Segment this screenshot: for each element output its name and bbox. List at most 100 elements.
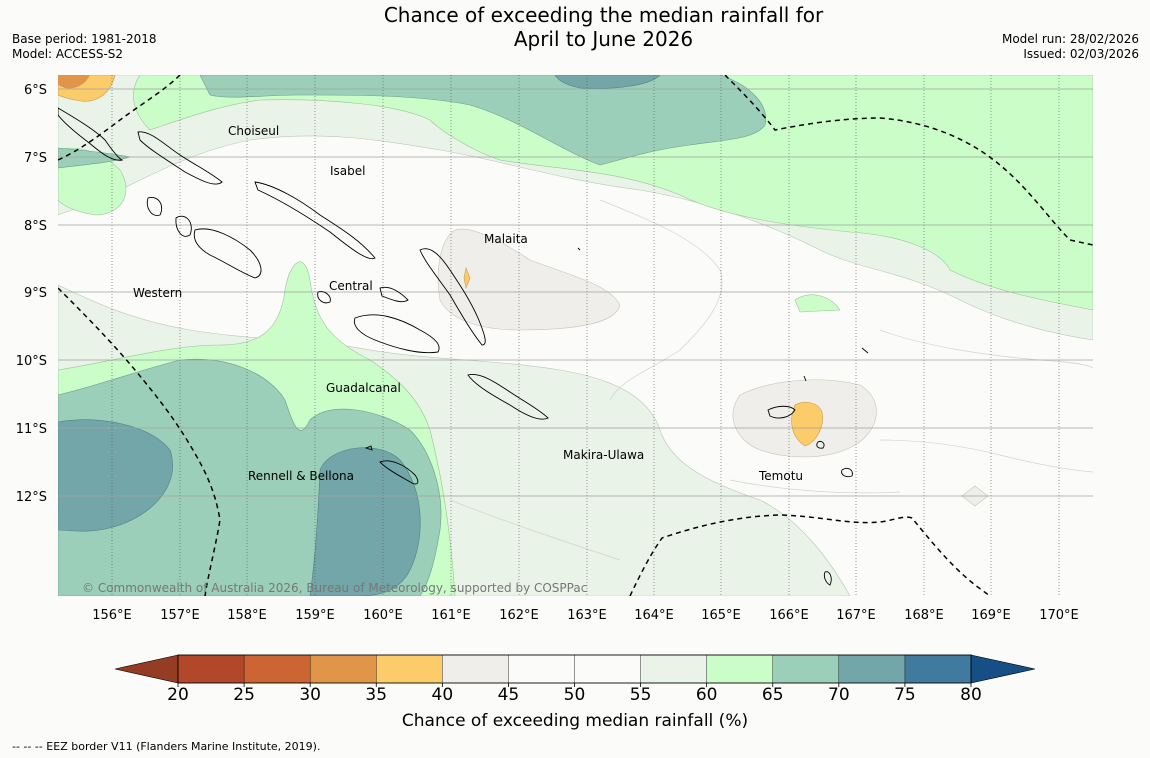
colorbar-tick-label: 70 bbox=[828, 685, 850, 705]
lat-label: 7°S bbox=[24, 151, 47, 166]
island-russell bbox=[379, 286, 409, 303]
contour-line bbox=[729, 479, 901, 494]
colorbar-segment bbox=[574, 654, 642, 684]
lon-label: 157°E bbox=[160, 608, 200, 623]
island-malaita bbox=[419, 248, 486, 346]
band-60-65-north bbox=[133, 75, 1093, 311]
lat-gridlines bbox=[58, 88, 1093, 497]
island-western-2 bbox=[193, 228, 262, 279]
model-run: Model run: 28/02/2026 bbox=[1001, 32, 1139, 46]
island-temotu-small-3 bbox=[823, 571, 832, 586]
band-40-45-malaita bbox=[437, 228, 621, 331]
island-western-3 bbox=[146, 197, 163, 216]
island-bellona bbox=[364, 445, 373, 451]
island-rennell bbox=[379, 460, 419, 485]
band-35-40-temotu bbox=[791, 402, 823, 447]
lon-label: 166°E bbox=[769, 608, 809, 623]
eez-borders bbox=[58, 75, 1093, 596]
eez-border-west bbox=[58, 287, 221, 596]
island-makira bbox=[467, 374, 549, 420]
colorbar-tick-label: 55 bbox=[630, 685, 652, 705]
lat-label: 12°S bbox=[16, 490, 47, 505]
colorbar-segment bbox=[508, 654, 576, 684]
eez-border-south-east bbox=[629, 514, 991, 596]
island-temotu-small-2 bbox=[841, 467, 853, 478]
colorbar: 20 25 30 35 40 45 50 55 60 65 70 75 80 Chance of exc… bbox=[114, 654, 1036, 731]
lon-label: 156°E bbox=[92, 608, 132, 623]
colorbar-segment bbox=[376, 654, 444, 684]
colorbar-segment bbox=[442, 654, 510, 684]
lon-label: 164°E bbox=[634, 608, 674, 623]
colorbar-title: Chance of exceeding median rainfall (%) bbox=[402, 711, 748, 731]
region-label-guadalcanal: Guadalcanal bbox=[326, 381, 401, 395]
lon-label: 167°E bbox=[836, 608, 876, 623]
lon-label: 168°E bbox=[904, 608, 944, 623]
contour-lines bbox=[449, 199, 1093, 561]
lon-label: 163°E bbox=[567, 608, 607, 623]
lat-axis-labels: 6°S 7°S 8°S 9°S 10°S 11°S 12°S bbox=[16, 83, 47, 505]
region-label-central: Central bbox=[329, 279, 373, 293]
chart-title: Chance of exceeding the median rainfall … bbox=[300, 3, 907, 51]
band-30-35-corner bbox=[58, 75, 90, 89]
colorbar-tick-label: 25 bbox=[233, 685, 255, 705]
colorbar-tick-labels: 20 25 30 35 40 45 50 55 60 65 70 75 80 bbox=[167, 685, 982, 705]
lat-label: 8°S bbox=[24, 219, 47, 234]
colorbar-ticks bbox=[177, 683, 972, 687]
island-temotu-small-1 bbox=[816, 441, 825, 449]
eez-border-north-west bbox=[58, 75, 181, 161]
island-bougainville bbox=[58, 107, 124, 161]
eez-footnote: -- -- -- EEZ border V11 (Flanders Marine… bbox=[12, 740, 321, 753]
colorbar-under-arrow bbox=[114, 654, 179, 684]
island-central bbox=[317, 291, 331, 304]
colorbar-segments bbox=[177, 654, 972, 684]
region-label-rennell-bellona: Rennell & Bellona bbox=[248, 469, 354, 483]
copyright-notice: © Commonwealth of Australia 2026, Bureau… bbox=[82, 581, 587, 595]
meta-left: Base period: 1981-2018 Model: ACCESS-S2 bbox=[12, 32, 157, 62]
colorbar-tick-label: 45 bbox=[498, 685, 520, 705]
colorbar-tick-label: 75 bbox=[894, 685, 916, 705]
lon-label: 160°E bbox=[363, 608, 403, 623]
colorbar-tick-label: 50 bbox=[564, 685, 586, 705]
colorbar-segment bbox=[243, 654, 311, 684]
contour-line bbox=[879, 439, 1093, 473]
title-line-1: Chance of exceeding the median rainfall … bbox=[383, 3, 824, 27]
title-line-2: April to June 2026 bbox=[513, 27, 694, 51]
island-duff bbox=[803, 375, 807, 382]
band-70-75-west bbox=[58, 419, 173, 532]
lon-label: 165°E bbox=[701, 608, 741, 623]
lon-axis-labels: 156°E 157°E 158°E 159°E 160°E 161°E 162°… bbox=[92, 608, 1079, 623]
model-name: Model: ACCESS-S2 bbox=[12, 47, 124, 61]
colorbar-segment bbox=[640, 654, 708, 684]
island-santa-cruz bbox=[767, 405, 796, 419]
lon-label: 158°E bbox=[227, 608, 267, 623]
lon-label: 161°E bbox=[431, 608, 471, 623]
island-tikopia bbox=[861, 347, 869, 354]
island-isabel bbox=[254, 181, 376, 260]
band-60-65-east-patch bbox=[794, 294, 841, 313]
island-ontong-java bbox=[577, 247, 581, 251]
colorbar-tick-label: 20 bbox=[167, 685, 189, 705]
islands bbox=[58, 107, 869, 586]
map-plot-area: Choiseul Isabel Malaita Western Central … bbox=[58, 75, 1093, 596]
band-35-40-malaita bbox=[463, 266, 471, 290]
band-65-70-north bbox=[199, 75, 767, 166]
lat-label: 10°S bbox=[16, 354, 47, 369]
island-western-1 bbox=[175, 215, 192, 237]
colorbar-tick-label: 60 bbox=[696, 685, 718, 705]
base-period: Base period: 1981-2018 bbox=[12, 32, 157, 46]
colorbar-segment bbox=[309, 654, 377, 684]
lat-label: 6°S bbox=[24, 83, 47, 98]
colorbar-segment bbox=[706, 654, 774, 684]
contour-line bbox=[449, 499, 621, 561]
eez-border-north-east bbox=[724, 75, 1093, 246]
colorbar-tick-label: 65 bbox=[762, 685, 784, 705]
meta-right: Model run: 28/02/2026 Issued: 02/03/2026 bbox=[1002, 32, 1139, 62]
lon-label: 159°E bbox=[295, 608, 335, 623]
contour-line bbox=[599, 199, 723, 401]
colorbar-tick-label: 80 bbox=[960, 685, 982, 705]
colorbar-segment bbox=[904, 654, 972, 684]
colorbar-segment bbox=[838, 654, 906, 684]
region-label-makira-ulawa: Makira-Ulawa bbox=[563, 448, 644, 462]
region-label-temotu: Temotu bbox=[758, 469, 803, 483]
band-70-75-south bbox=[309, 447, 421, 596]
